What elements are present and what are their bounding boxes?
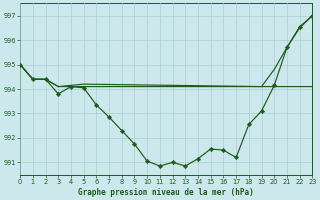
X-axis label: Graphe pression niveau de la mer (hPa): Graphe pression niveau de la mer (hPa) <box>78 188 254 197</box>
